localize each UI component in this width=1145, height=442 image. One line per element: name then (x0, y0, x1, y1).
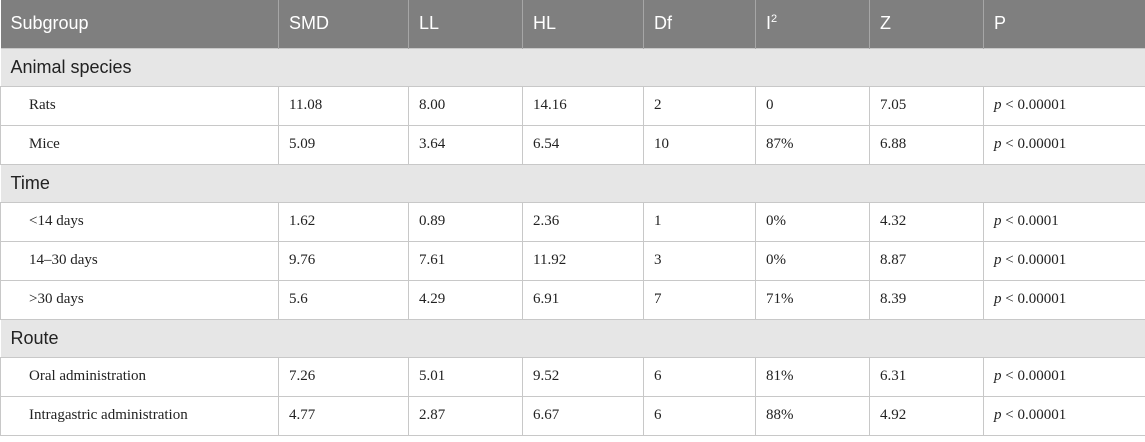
table-row: Mice 5.09 3.64 6.54 10 87% 6.88 p < 0.00001 (0, 125, 1145, 165)
cell-smd: 9.76 (278, 241, 409, 281)
p-value: < 0.00001 (1001, 291, 1067, 307)
p-symbol: p (994, 136, 1002, 152)
header-df: Df (643, 0, 756, 48)
p-symbol: p (994, 213, 1002, 229)
cell-df: 2 (643, 86, 756, 126)
cell-ll: 4.29 (408, 280, 523, 320)
p-value: < 0.00001 (1001, 97, 1067, 113)
cell-smd: 7.26 (278, 357, 409, 397)
cell-smd: 5.6 (278, 280, 409, 320)
p-symbol: p (994, 291, 1002, 307)
header-i2-label: I (766, 13, 772, 34)
cell-subgroup: Mice (0, 125, 279, 165)
p-value: < 0.00001 (1001, 407, 1067, 423)
cell-p: p < 0.00001 (983, 241, 1145, 281)
cell-i2: 88% (755, 396, 870, 436)
group-header-row: Time (0, 163, 1145, 203)
cell-hl: 6.91 (522, 280, 644, 320)
p-symbol: p (994, 407, 1002, 423)
table-row: Oral administration 7.26 5.01 9.52 6 81% 6.31 p… (0, 357, 1145, 397)
cell-subgroup: Oral administration (0, 357, 279, 397)
p-value: < 0.0001 (1001, 213, 1059, 229)
cell-p: p < 0.00001 (983, 86, 1145, 126)
table-row: >30 days 5.6 4.29 6.91 7 71% 8.39 p < 0.00001 (0, 280, 1145, 320)
cell-subgroup: Intragastric administration (0, 396, 279, 436)
cell-df: 3 (643, 241, 756, 281)
cell-subgroup: 14–30 days (0, 241, 279, 281)
table-header: Subgroup SMD LL HL Df I2 Z P (0, 0, 1145, 48)
group-label: Route (0, 318, 1145, 358)
cell-ll: 3.64 (408, 125, 523, 165)
p-symbol: p (994, 97, 1002, 113)
cell-i2: 87% (755, 125, 870, 165)
header-ll: LL (408, 0, 523, 48)
cell-subgroup: Rats (0, 86, 279, 126)
group-label: Time (0, 163, 1145, 203)
cell-z: 6.31 (869, 357, 984, 397)
cell-i2: 81% (755, 357, 870, 397)
cell-smd: 11.08 (278, 86, 409, 126)
cell-hl: 14.16 (522, 86, 644, 126)
cell-df: 10 (643, 125, 756, 165)
cell-smd: 1.62 (278, 202, 409, 242)
cell-smd: 5.09 (278, 125, 409, 165)
cell-z: 8.39 (869, 280, 984, 320)
p-symbol: p (994, 368, 1002, 384)
cell-smd: 4.77 (278, 396, 409, 436)
cell-i2: 0% (755, 241, 870, 281)
cell-hl: 2.36 (522, 202, 644, 242)
cell-ll: 8.00 (408, 86, 523, 126)
cell-p: p < 0.00001 (983, 396, 1145, 436)
cell-df: 1 (643, 202, 756, 242)
cell-hl: 9.52 (522, 357, 644, 397)
cell-df: 6 (643, 357, 756, 397)
table-row: Intragastric administration 4.77 2.87 6.67 6… (0, 396, 1145, 436)
cell-z: 4.92 (869, 396, 984, 436)
cell-hl: 6.67 (522, 396, 644, 436)
cell-ll: 0.89 (408, 202, 523, 242)
cell-p: p < 0.00001 (983, 125, 1145, 165)
table-row: 14–30 days 9.76 7.61 11.92 3 0% 8.87 p < 0.0000… (0, 241, 1145, 281)
header-z: Z (869, 0, 984, 48)
table-body: Animal species Rats 11.08 8.00 14.16 2 0 7.05 p … (0, 47, 1145, 436)
header-hl: HL (522, 0, 644, 48)
cell-i2: 0% (755, 202, 870, 242)
cell-p: p < 0.00001 (983, 357, 1145, 397)
header-row: Subgroup SMD LL HL Df I2 Z P (0, 0, 1145, 48)
cell-p: p < 0.0001 (983, 202, 1145, 242)
cell-i2: 0 (755, 86, 870, 126)
cell-hl: 11.92 (522, 241, 644, 281)
group-header-row: Animal species (0, 47, 1145, 87)
p-value: < 0.00001 (1001, 252, 1067, 268)
p-symbol: p (994, 252, 1002, 268)
p-value: < 0.00001 (1001, 368, 1067, 384)
table-row: Rats 11.08 8.00 14.16 2 0 7.05 p < 0.00001 (0, 86, 1145, 126)
header-smd: SMD (278, 0, 409, 48)
cell-z: 6.88 (869, 125, 984, 165)
group-label: Animal species (0, 47, 1145, 87)
cell-z: 8.87 (869, 241, 984, 281)
header-i2-superscript: 2 (771, 13, 778, 26)
group-header-row: Route (0, 318, 1145, 358)
cell-hl: 6.54 (522, 125, 644, 165)
cell-i2: 71% (755, 280, 870, 320)
p-value: < 0.00001 (1001, 136, 1067, 152)
cell-z: 4.32 (869, 202, 984, 242)
header-i2: I2 (755, 0, 870, 48)
cell-subgroup: <14 days (0, 202, 279, 242)
cell-df: 6 (643, 396, 756, 436)
cell-df: 7 (643, 280, 756, 320)
header-subgroup: Subgroup (0, 0, 279, 48)
table-row: <14 days 1.62 0.89 2.36 1 0% 4.32 p < 0.0001 (0, 202, 1145, 242)
cell-ll: 7.61 (408, 241, 523, 281)
cell-ll: 5.01 (408, 357, 523, 397)
cell-subgroup: >30 days (0, 280, 279, 320)
header-p: P (983, 0, 1145, 48)
cell-p: p < 0.00001 (983, 280, 1145, 320)
cell-z: 7.05 (869, 86, 984, 126)
cell-ll: 2.87 (408, 396, 523, 436)
